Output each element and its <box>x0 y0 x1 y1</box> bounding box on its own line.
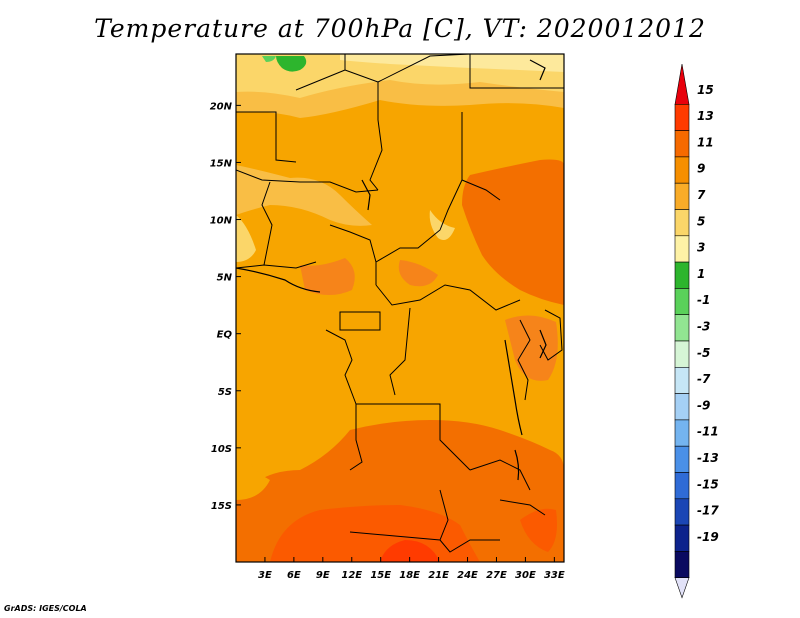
lon-tick-label: 24E <box>457 570 478 581</box>
colorbar-label: 7 <box>697 188 706 202</box>
latitude-axis: 20N 15N 10N 5N EQ 5S 10S 15S <box>210 101 241 512</box>
lat-tick-label: 20N <box>210 101 233 112</box>
colorbar-segment <box>674 156 690 184</box>
lon-tick-label: 12E <box>341 570 362 581</box>
colorbar-segment <box>674 209 690 237</box>
lat-tick-label: 5S <box>218 387 232 398</box>
longitude-axis: 3E 6E 9E 12E 15E 18E 21E 24E 27E 30E 33E <box>258 557 565 581</box>
colorbar-segment <box>674 419 690 447</box>
lat-tick-label: 15N <box>210 158 233 169</box>
field-15-plus-south <box>380 540 440 562</box>
lat-tick-label: 5N <box>217 273 233 284</box>
field-11-13-east <box>462 159 564 305</box>
field-3-5-north <box>340 54 564 72</box>
colorbar-segment <box>674 63 690 105</box>
colorbar-label: -15 <box>697 477 719 491</box>
colorbar-label: -5 <box>697 346 710 360</box>
coastlines-lakes <box>236 59 547 481</box>
field-9-11-coast <box>236 440 270 500</box>
lon-tick-label: 3E <box>258 570 272 581</box>
colorbar-lower-extension <box>674 577 690 599</box>
colorbar-label: 1 <box>697 267 705 281</box>
colorbar-segment <box>674 445 690 473</box>
colorbar-label: -19 <box>697 530 719 544</box>
lat-tick-label: 15S <box>211 501 232 512</box>
colorbar-segment <box>674 130 690 158</box>
colorbar-segment <box>674 551 690 579</box>
colorbar-segment <box>674 314 690 342</box>
lon-tick-label: 21E <box>428 570 449 581</box>
colorbar-segment <box>674 235 690 263</box>
lat-tick-label: 10S <box>211 444 232 455</box>
colorbar-label: -1 <box>697 293 710 307</box>
lat-tick-label: 10N <box>210 216 233 227</box>
country-borders <box>236 54 564 553</box>
map-title: Temperature at 700hPa [C], VT: 202001201… <box>94 14 706 43</box>
lon-tick-label: 9E <box>316 570 330 581</box>
lon-tick-label: 18E <box>399 570 420 581</box>
lon-tick-label: 30E <box>515 570 536 581</box>
field-13-15-south-b <box>520 508 557 552</box>
map-frame <box>235 53 565 563</box>
colorbar-segment <box>674 261 690 289</box>
colorbar-label: 5 <box>697 214 705 228</box>
field-11-13-lakes <box>505 315 558 381</box>
colorbar-label: -17 <box>697 504 719 518</box>
colorbar-label: 11 <box>697 135 714 149</box>
colorbar-segment <box>674 472 690 500</box>
colorbar-segment <box>674 498 690 526</box>
map-area <box>236 54 564 562</box>
field-11-13-car <box>398 260 438 287</box>
colorbar-segment <box>674 524 690 552</box>
colorbar-label: -3 <box>697 320 710 334</box>
colorbar-segment <box>674 182 690 210</box>
colorbar-segment <box>674 393 690 421</box>
field-1-3-patch <box>276 56 307 72</box>
colorbar-label: -13 <box>697 451 719 465</box>
colorbar-label: 9 <box>697 162 705 176</box>
field-11-13-nigeria <box>300 258 355 295</box>
colorbar-label: 13 <box>697 109 714 123</box>
colorbar-segment <box>674 340 690 368</box>
lon-tick-label: 33E <box>544 570 565 581</box>
field-minus1-1-patch <box>262 56 276 62</box>
grads-credit: GrADS: IGES/COLA <box>4 604 87 613</box>
colorbar-label: -11 <box>697 425 719 439</box>
colorbar-segment <box>674 288 690 315</box>
lon-tick-label: 27E <box>486 570 507 581</box>
colorbar-label: 15 <box>697 83 714 97</box>
lon-tick-label: 6E <box>287 570 301 581</box>
colorbar-label: -9 <box>697 398 710 412</box>
field-5-7-west <box>236 215 256 262</box>
lat-tick-label: EQ <box>217 330 233 341</box>
colorbar-segment <box>674 104 690 131</box>
colorbar-label: 3 <box>697 241 705 255</box>
lon-tick-label: 15E <box>370 570 391 581</box>
colorbar-segment <box>674 366 690 394</box>
colorbar: 15 13 11 9 7 5 3 1 -1 -3 -5 -7 -9 -11 -13 -15 -17 -19 <box>674 63 719 599</box>
colorbar-label: -7 <box>697 372 711 386</box>
